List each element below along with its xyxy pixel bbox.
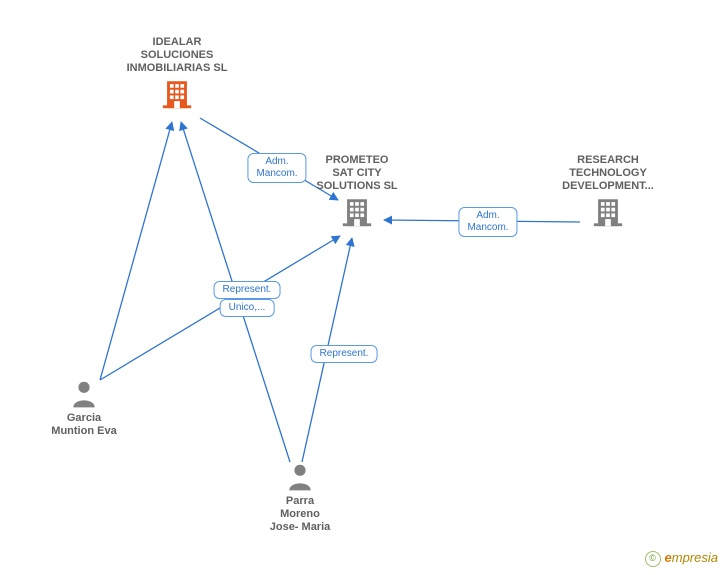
- diagram-canvas: [0, 0, 728, 575]
- edge-label: Represent.: [311, 345, 378, 363]
- node-label: RESEARCH TECHNOLOGY DEVELOPMENT...: [548, 154, 668, 193]
- node-label: IDEALAR SOLUCIONES INMOBILIARIAS SL: [117, 36, 237, 75]
- edge-line: [100, 122, 172, 380]
- node-research[interactable]: RESEARCH TECHNOLOGY DEVELOPMENT...: [548, 154, 668, 229]
- copyright-icon: ©: [645, 551, 661, 567]
- node-parra[interactable]: Parra Moreno Jose- Maria: [240, 461, 360, 534]
- building-icon: [297, 195, 417, 229]
- edge-label: Adm. Mancom.: [247, 153, 306, 183]
- building-icon: [548, 195, 668, 229]
- node-garcia[interactable]: Garcia Muntion Eva: [24, 378, 144, 438]
- edge-label: Represent.: [214, 281, 281, 299]
- node-prometeo[interactable]: PROMETEO SAT CITY SOLUTIONS SL: [297, 154, 417, 229]
- edge-label: Unico,...: [220, 299, 275, 317]
- building-icon: [117, 77, 237, 111]
- node-label: Parra Moreno Jose- Maria: [240, 495, 360, 534]
- watermark: ©empresia: [645, 550, 718, 567]
- edge-label: Adm. Mancom.: [458, 207, 517, 237]
- node-idealar[interactable]: IDEALAR SOLUCIONES INMOBILIARIAS SL: [117, 36, 237, 111]
- person-icon: [24, 378, 144, 410]
- node-label: Garcia Muntion Eva: [24, 412, 144, 438]
- node-label: PROMETEO SAT CITY SOLUTIONS SL: [297, 154, 417, 193]
- person-icon: [240, 461, 360, 493]
